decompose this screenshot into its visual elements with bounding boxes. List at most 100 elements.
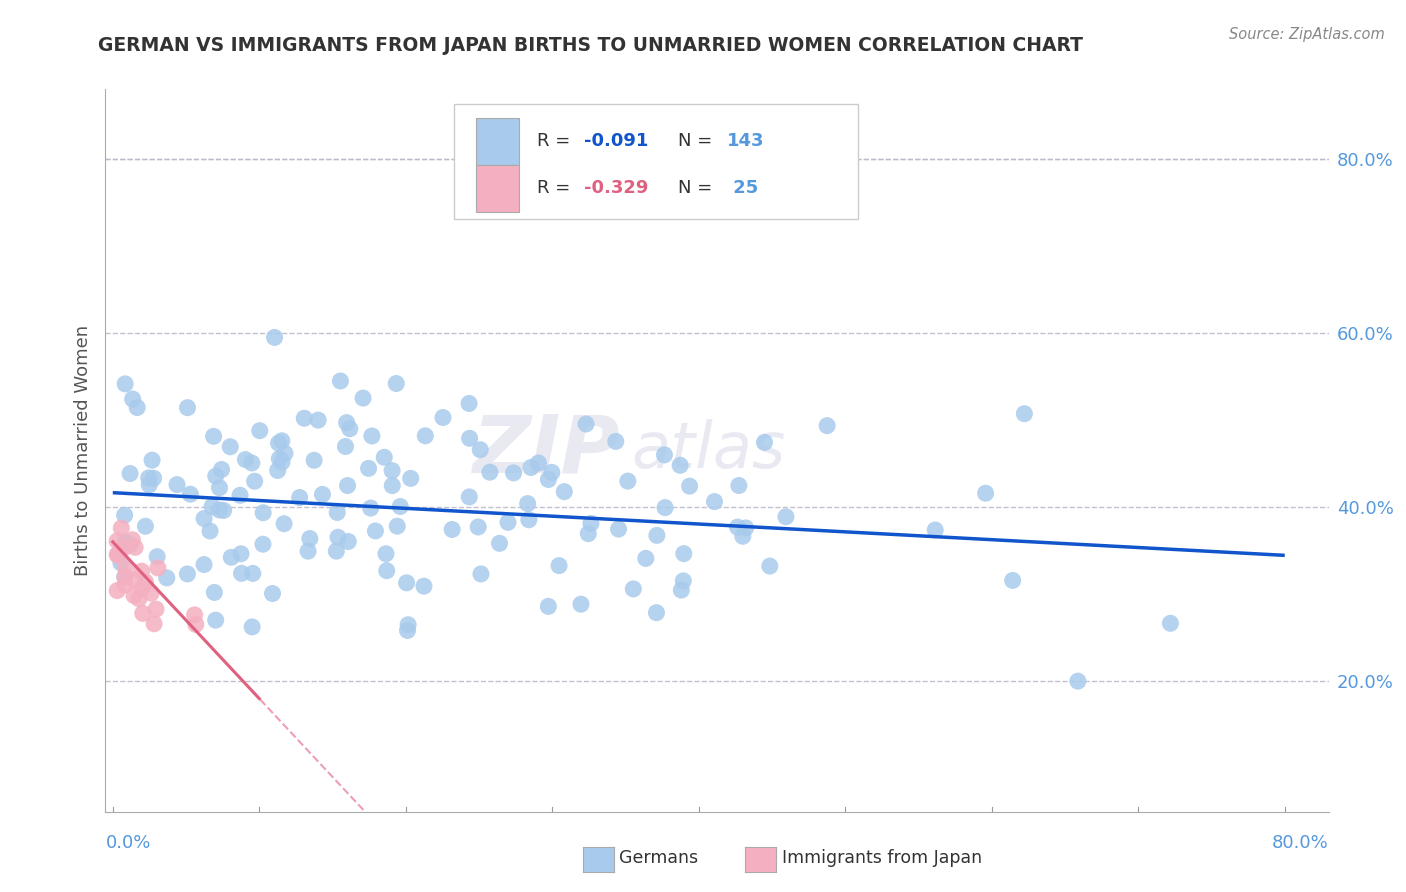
Point [360,429,382,443]
Point [1001,574,1024,588]
Point [184,617,207,632]
Point [537,473,560,487]
Point [208,503,231,517]
Point [110,521,132,535]
Point [375,564,398,578]
Bar [477,165,519,212]
Point [211,462,233,476]
Point [122,573,145,587]
Point [201,500,224,514]
Point [458,490,481,504]
Point [204,613,226,627]
Point [270,434,292,448]
Point [105,533,128,548]
Point [575,417,598,431]
Point [645,606,668,620]
Point [235,452,257,467]
Point [478,465,501,479]
Point [352,391,374,405]
Point [671,583,693,598]
Point [470,442,492,457]
Text: 0.0%: 0.0% [105,834,150,852]
Text: Germans: Germans [619,849,697,867]
Point [441,523,464,537]
Point [229,547,252,561]
Point [548,558,571,573]
Point [252,506,274,520]
Point [193,511,215,525]
Point [204,469,226,483]
Point [357,461,380,475]
Point [271,455,294,469]
Point [775,509,797,524]
Point [134,519,156,533]
Point [413,429,436,443]
Point [122,589,145,603]
Point [364,524,387,538]
Point [1014,407,1036,421]
Point [537,599,560,614]
Point [754,435,776,450]
Point [219,550,242,565]
Point [141,453,163,467]
Point [142,471,165,485]
Point [108,546,131,560]
Point [193,558,215,572]
Point [121,533,143,547]
Point [396,624,419,638]
Point [242,566,264,581]
Text: N =: N = [678,179,718,197]
Y-axis label: Births to Unmarried Women: Births to Unmarried Women [73,325,91,576]
Point [413,579,436,593]
Point [183,607,205,622]
Point [381,478,404,492]
Point [672,547,695,561]
Point [114,569,136,583]
Point [146,549,169,564]
Point [105,583,128,598]
Point [107,548,129,562]
Point [375,547,398,561]
Point [252,537,274,551]
Point [240,620,263,634]
Point [703,494,725,508]
Point [326,505,349,519]
Point [179,487,201,501]
Point [759,559,782,574]
Text: R =: R = [537,179,576,197]
Point [156,571,179,585]
Point [274,446,297,460]
Point [269,451,291,466]
Point [198,524,221,538]
Point [569,597,592,611]
Point [128,591,150,606]
Point [672,574,695,588]
Point [576,526,599,541]
Point [381,464,404,478]
Point [219,440,242,454]
Point [114,578,136,592]
Point [240,456,263,470]
Point [132,607,155,621]
Point [134,574,156,589]
Point [298,532,321,546]
Point [202,585,225,599]
Point [669,458,692,473]
Point [249,424,271,438]
Point [335,440,357,454]
Text: ZIP: ZIP [472,411,619,490]
Point [297,544,319,558]
Point [517,513,540,527]
Point [143,616,166,631]
Point [634,551,657,566]
Point [731,529,754,543]
Point [114,535,136,549]
Point [273,516,295,531]
Point [395,575,418,590]
Point [127,401,149,415]
Bar [454,103,858,219]
Text: Immigrants from Japan: Immigrants from Japan [782,849,981,867]
Point [138,478,160,492]
Point [146,561,169,575]
Point [1067,674,1090,689]
